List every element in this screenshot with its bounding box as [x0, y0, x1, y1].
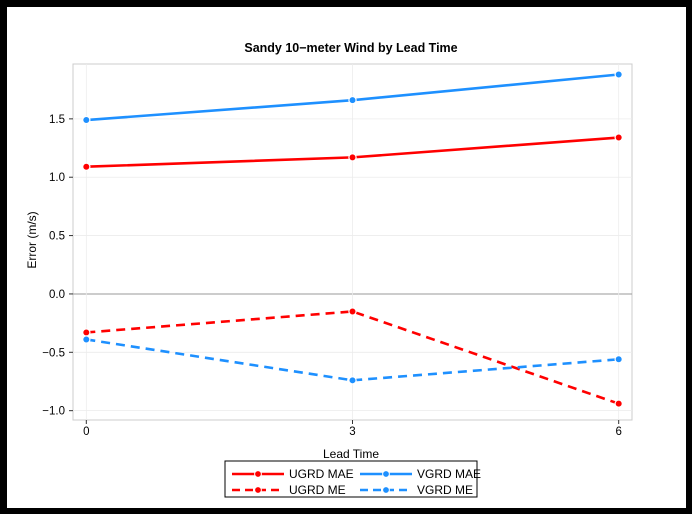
y-axis-label: Error (m/s) — [25, 211, 39, 268]
data-point-vgrd-mae — [614, 70, 623, 79]
legend-label-vgrd-mae: VGRD MAE — [417, 467, 481, 481]
data-point-ugrd-mae — [82, 162, 91, 171]
series-group — [82, 70, 623, 408]
legend-marker-ugrd-mae — [254, 470, 262, 478]
legend: UGRD MAE UGRD ME VGRD MAE VGRD ME — [224, 460, 481, 498]
data-point-ugrd-mae — [348, 153, 357, 162]
y-tick-label: 0.0 — [49, 289, 65, 301]
y-tick-label: 1.5 — [49, 114, 65, 126]
grid-lines — [73, 64, 632, 420]
series-line-ugrd-me — [86, 310, 620, 405]
x-tick-label: 0 — [83, 426, 89, 438]
data-point-vgrd-mae — [82, 115, 91, 125]
data-point-ugrd-me — [614, 399, 623, 408]
data-point-vgrd-me — [614, 355, 623, 364]
x-tick-label: 6 — [615, 426, 621, 438]
x-tick-label: 3 — [349, 426, 355, 438]
data-point-vgrd-me — [82, 335, 91, 344]
y-axis-ticks: −1.0 −0.5 0.0 0.5 1.0 1.5 — [42, 114, 73, 418]
data-point-ugrd-mae — [614, 133, 623, 142]
y-tick-label: 0.5 — [49, 231, 65, 243]
data-point-vgrd-mae — [348, 95, 357, 105]
data-point-ugrd-me — [82, 328, 91, 337]
x-axis-label: Lead Time — [323, 447, 379, 461]
legend-box — [224, 460, 478, 498]
legend-label-vgrd-me: VGRD ME — [417, 483, 473, 497]
data-point-ugrd-me — [348, 307, 357, 316]
chart-title: Sandy 10−meter Wind by Lead Time — [244, 41, 457, 55]
legend-marker-ugrd-me — [254, 486, 262, 494]
legend-marker-vgrd-mae — [382, 470, 390, 478]
legend-marker-vgrd-me — [382, 486, 390, 494]
legend-label-ugrd-me: UGRD ME — [289, 483, 346, 497]
legend-label-ugrd-mae: UGRD MAE — [289, 467, 354, 481]
y-tick-label: −1.0 — [42, 406, 65, 418]
x-axis-ticks: 0 3 6 — [83, 420, 622, 438]
y-tick-label: −0.5 — [42, 347, 65, 359]
data-point-vgrd-me — [348, 376, 357, 385]
y-tick-label: 1.0 — [49, 172, 65, 184]
